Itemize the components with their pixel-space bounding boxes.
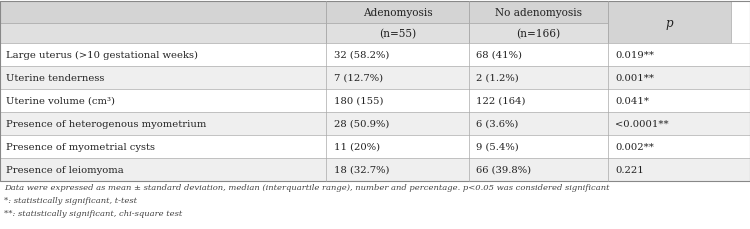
Text: 2 (1.2%): 2 (1.2%) xyxy=(476,74,519,83)
Text: 180 (155): 180 (155) xyxy=(334,97,383,106)
Text: 11 (20%): 11 (20%) xyxy=(334,142,380,151)
Text: 32 (58.2%): 32 (58.2%) xyxy=(334,51,389,60)
Text: *: statistically significant, t-test: *: statistically significant, t-test xyxy=(4,196,137,204)
Text: <0.0001**: <0.0001** xyxy=(615,120,669,128)
Text: 18 (32.7%): 18 (32.7%) xyxy=(334,165,389,174)
Bar xyxy=(0,2,326,24)
Text: 28 (50.9%): 28 (50.9%) xyxy=(334,120,389,128)
Bar xyxy=(469,2,608,24)
Bar xyxy=(0,24,326,44)
Bar xyxy=(0,135,750,158)
Text: 0.019**: 0.019** xyxy=(615,51,654,60)
Text: 0.041*: 0.041* xyxy=(615,97,649,106)
Text: Uterine tenderness: Uterine tenderness xyxy=(6,74,104,83)
Bar xyxy=(469,24,608,44)
Text: Large uterus (>10 gestational weeks): Large uterus (>10 gestational weeks) xyxy=(6,51,198,60)
Text: Presence of leiomyoma: Presence of leiomyoma xyxy=(6,165,124,174)
Bar xyxy=(0,112,750,135)
Bar xyxy=(0,90,750,112)
Text: (n=166): (n=166) xyxy=(516,29,560,39)
Text: Presence of myometrial cysts: Presence of myometrial cysts xyxy=(6,142,155,151)
Text: **: statistically significant, chi-square test: **: statistically significant, chi-squar… xyxy=(4,209,182,217)
Bar xyxy=(0,158,750,181)
Bar xyxy=(0,67,750,90)
Bar xyxy=(326,24,469,44)
Text: 0.221: 0.221 xyxy=(615,165,644,174)
Text: 0.002**: 0.002** xyxy=(615,142,654,151)
Text: 0.001**: 0.001** xyxy=(615,74,654,83)
Text: p: p xyxy=(665,17,674,30)
Bar xyxy=(0,44,750,67)
Text: Data were expressed as mean ± standard deviation, median (interquartile range), : Data were expressed as mean ± standard d… xyxy=(4,183,610,191)
Text: No adenomyosis: No adenomyosis xyxy=(495,8,582,18)
Bar xyxy=(0,2,750,181)
Text: 7 (12.7%): 7 (12.7%) xyxy=(334,74,382,83)
Text: Presence of heterogenous myometrium: Presence of heterogenous myometrium xyxy=(6,120,206,128)
Text: 68 (41%): 68 (41%) xyxy=(476,51,522,60)
Bar xyxy=(608,2,731,44)
Text: 9 (5.4%): 9 (5.4%) xyxy=(476,142,519,151)
Text: 66 (39.8%): 66 (39.8%) xyxy=(476,165,531,174)
Text: Uterine volume (cm³): Uterine volume (cm³) xyxy=(6,97,115,106)
Bar xyxy=(326,2,469,24)
Text: Adenomyosis: Adenomyosis xyxy=(363,8,432,18)
Text: (n=55): (n=55) xyxy=(379,29,416,39)
Text: 6 (3.6%): 6 (3.6%) xyxy=(476,120,519,128)
Text: 122 (164): 122 (164) xyxy=(476,97,526,106)
